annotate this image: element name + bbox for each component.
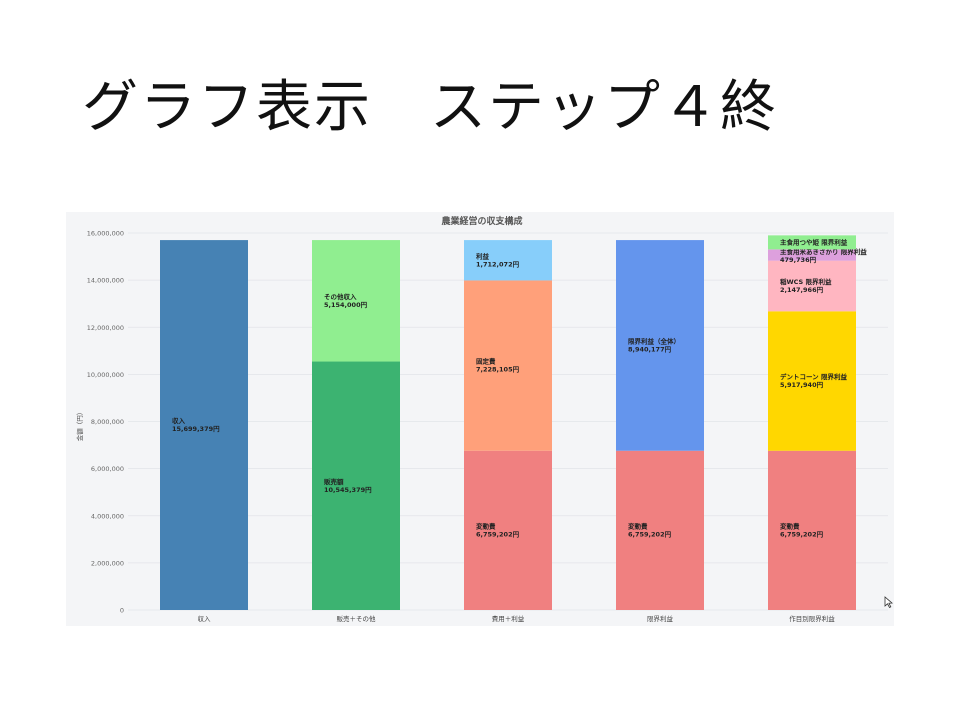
x-tick-label: 作目別限界利益 (789, 614, 835, 623)
segment-value-label: 10,545,379円 (324, 486, 372, 494)
mouse-cursor-icon (884, 596, 894, 608)
segment-value-label: 6,759,202円 (628, 530, 672, 538)
y-tick-label: 14,000,000 (87, 277, 124, 285)
segment-name-label: 主食用つや姫 限界利益 (780, 237, 848, 246)
segment-value-label: 479,736円 (780, 256, 817, 264)
x-tick-label: 費用＋利益 (492, 614, 525, 623)
segment-value-label: 6,759,202円 (476, 530, 520, 538)
segment-name-label: 変動費 (780, 521, 800, 530)
y-tick-label: 10,000,000 (87, 371, 124, 379)
slide-title: グラフ表示 ステップ４終 (82, 75, 778, 140)
segment-name-label: 主食用米あきさかり 限界利益 (780, 247, 867, 256)
y-tick-label: 8,000,000 (91, 418, 124, 426)
bar-segment (312, 240, 400, 362)
bar-segment (768, 249, 856, 261)
bar-segment (464, 280, 552, 451)
y-tick-label: 16,000,000 (87, 230, 124, 238)
chart-panel: 農業経営の収支構成 金額（円） 0 2,000,000 4,000,000 6,000… (66, 212, 894, 626)
y-tick-label: 12,000,000 (87, 324, 124, 332)
segment-value-label: 5,917,940円 (780, 381, 824, 389)
stacked-bar-chart: 農業経営の収支構成 金額（円） 0 2,000,000 4,000,000 6,000… (75, 215, 888, 623)
chart-title: 農業経営の収支構成 (441, 215, 522, 227)
y-axis-label: 金額（円） (75, 409, 84, 442)
segment-value-label: 6,759,202円 (780, 530, 824, 538)
segment-value-label: 2,147,966円 (780, 286, 824, 294)
y-tick-label: 0 (120, 607, 124, 615)
bar-segment (768, 450, 856, 610)
y-tick-labels: 0 2,000,000 4,000,000 6,000,000 8,000,000 10,… (87, 230, 124, 615)
segment-value-label: 1,712,072円 (476, 260, 520, 268)
segment-value-label: 8,940,177円 (628, 345, 672, 353)
segment-name-label: 販売額 (324, 477, 344, 486)
bar-segment (312, 361, 400, 610)
segment-name-label: デントコーン 限界利益 (780, 372, 847, 381)
segment-name-label: 変動費 (476, 521, 496, 530)
bar-segment (464, 450, 552, 610)
y-tick-label: 6,000,000 (91, 465, 124, 473)
segment-name-label: その他収入 (324, 292, 357, 301)
bar-segment (160, 240, 248, 610)
x-tick-labels: 収入 販売＋その他 費用＋利益 限界利益 作目別限界利益 (198, 614, 836, 623)
x-tick-label: 収入 (198, 615, 212, 623)
x-tick-label: 限界利益 (647, 614, 674, 623)
segment-value-label: 7,228,105円 (476, 366, 520, 374)
bar-segment (616, 450, 704, 610)
segment-value-label: 15,699,379円 (172, 425, 220, 433)
bars: 収入15,699,379円販売額10,545,379円その他収入5,154,00… (160, 235, 867, 610)
bar-segment (768, 311, 856, 451)
segment-name-label: 変動費 (628, 521, 648, 530)
segment-name-label: 固定費 (476, 357, 496, 366)
bar-segment (464, 240, 552, 281)
segment-name-label: 限界利益（全体） (628, 336, 680, 345)
bar-segment (616, 240, 704, 451)
segment-name-label: 収入 (172, 416, 186, 425)
segment-name-label: 稲WCS 限界利益 (780, 277, 832, 286)
y-tick-label: 2,000,000 (91, 559, 124, 567)
bar-segment (768, 260, 856, 312)
bar-segment (768, 235, 856, 250)
x-tick-label: 販売＋その他 (337, 614, 377, 623)
y-tick-label: 4,000,000 (91, 512, 124, 520)
segment-value-label: 5,154,000円 (324, 301, 368, 309)
segment-name-label: 利益 (476, 251, 490, 260)
